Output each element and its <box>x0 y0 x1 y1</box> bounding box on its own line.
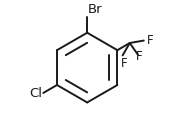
Text: Cl: Cl <box>29 87 43 100</box>
Text: F: F <box>136 50 143 63</box>
Text: F: F <box>121 57 128 70</box>
Text: Br: Br <box>88 3 103 16</box>
Text: F: F <box>147 34 153 47</box>
